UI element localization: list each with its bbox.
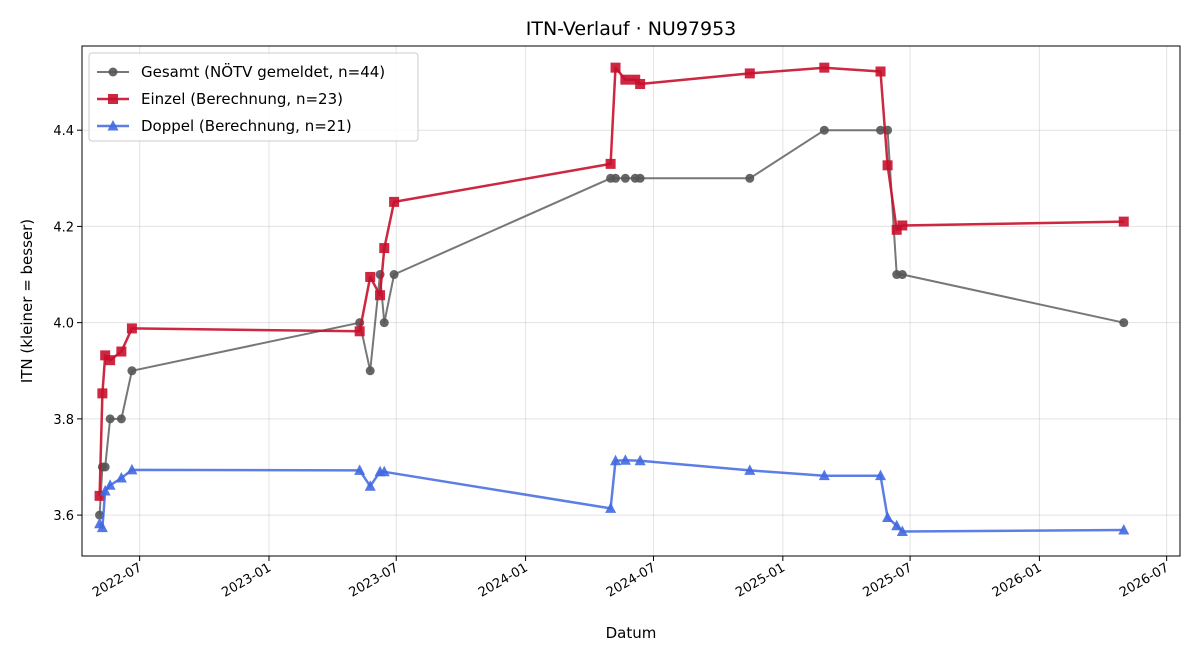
x-tick-label: 2022-07 (90, 560, 145, 600)
data-point-einzel (389, 196, 400, 207)
data-point-einzel (379, 243, 390, 254)
legend-marker-einzel (108, 94, 118, 104)
data-point-gesamt (389, 270, 399, 280)
data-point-gesamt (379, 318, 389, 328)
legend-marker-gesamt (108, 67, 118, 77)
data-point-einzel (354, 326, 365, 337)
y-tick-label: 3.6 (53, 509, 74, 524)
data-point-doppel (354, 464, 366, 475)
data-point-gesamt (897, 270, 907, 280)
legend-label-einzel: Einzel (Berechnung, n=23) (141, 90, 343, 108)
x-axis-label: Datum (606, 624, 657, 642)
plot-area (81, 45, 1181, 557)
x-tick-label: 2023-01 (219, 560, 274, 600)
legend: Gesamt (NÖTV gemeldet, n=44) Einzel (Bere… (88, 52, 419, 142)
x-tick-label: 2025-01 (733, 560, 788, 600)
data-point-einzel (1118, 216, 1129, 227)
data-point-doppel (1118, 524, 1130, 535)
data-point-doppel (818, 469, 830, 481)
data-point-gesamt (745, 173, 755, 183)
data-point-einzel (897, 220, 908, 231)
data-point-gesamt (105, 414, 115, 424)
data-point-doppel (99, 485, 111, 496)
data-point-einzel (744, 68, 755, 79)
data-point-einzel (635, 79, 646, 90)
series-line-doppel (98, 459, 1124, 533)
data-point-doppel (126, 463, 138, 475)
data-point-einzel (891, 224, 902, 235)
data-point-gesamt (116, 414, 126, 424)
data-point-einzel (94, 490, 105, 501)
data-point-doppel (875, 469, 887, 481)
data-point-doppel (610, 454, 622, 466)
data-point-einzel (126, 323, 137, 334)
data-point-einzel (882, 160, 893, 171)
y-tick-label: 4.0 (53, 317, 74, 332)
x-tick-label: 2026-07 (1117, 560, 1172, 600)
data-point-einzel (105, 355, 116, 366)
data-point-einzel (819, 62, 830, 73)
data-point-doppel (115, 472, 127, 483)
data-point-einzel (375, 290, 386, 301)
series-einzel (94, 62, 1129, 501)
x-axis-ticks: 2022-07 2023-01 2023-07 2024-01 2024-07 2025-… (90, 556, 1172, 601)
y-axis-ticks: 3.6 3.8 4.0 4.2 4.4 (53, 124, 82, 524)
data-point-doppel (891, 519, 903, 531)
legend-label-gesamt: Gesamt (NÖTV gemeldet, n=44) (141, 62, 385, 81)
data-point-gesamt (365, 366, 375, 376)
data-point-gesamt (100, 462, 110, 472)
y-tick-label: 4.4 (53, 124, 74, 139)
data-point-einzel (365, 271, 376, 282)
x-tick-label: 2025-07 (861, 560, 916, 600)
data-point-einzel (97, 388, 108, 399)
data-point-einzel (620, 74, 631, 85)
data-point-doppel (744, 464, 756, 475)
x-tick-label: 2024-01 (476, 560, 531, 600)
data-point-einzel (116, 346, 127, 357)
chart-title: ITN-Verlauf · NU97953 (526, 18, 737, 40)
data-point-doppel (364, 480, 376, 491)
grid (82, 46, 1180, 556)
data-point-doppel (634, 454, 646, 466)
legend-label-doppel: Doppel (Berechnung, n=21) (141, 117, 352, 135)
x-tick-label: 2026-01 (990, 560, 1045, 600)
series-gesamt (95, 125, 1129, 520)
data-point-gesamt (819, 125, 829, 135)
data-point-doppel (882, 511, 894, 523)
data-point-doppel (896, 525, 908, 536)
data-point-doppel (96, 521, 108, 533)
y-tick-label: 3.8 (53, 413, 74, 428)
data-point-gesamt (620, 173, 630, 183)
data-point-doppel (619, 454, 631, 465)
data-point-einzel (605, 158, 616, 169)
data-point-doppel (605, 502, 617, 513)
x-tick-label: 2024-07 (604, 560, 659, 600)
series-layer (94, 62, 1130, 536)
data-point-einzel (875, 66, 886, 77)
data-point-gesamt (611, 173, 621, 183)
data-point-gesamt (95, 510, 105, 520)
x-tick-label: 2023-07 (347, 560, 402, 600)
y-axis-label: ITN (kleiner = besser) (18, 219, 36, 383)
y-tick-label: 4.2 (53, 220, 74, 235)
data-point-gesamt (635, 173, 645, 183)
data-point-doppel (104, 479, 116, 490)
legend-box (88, 52, 419, 142)
data-point-doppel (378, 465, 390, 477)
data-point-einzel (610, 62, 621, 73)
data-point-gesamt (127, 366, 137, 376)
data-point-gesamt (1119, 318, 1129, 328)
legend-marker-doppel (107, 120, 119, 131)
data-point-gesamt (876, 125, 886, 135)
series-doppel (94, 454, 1130, 536)
